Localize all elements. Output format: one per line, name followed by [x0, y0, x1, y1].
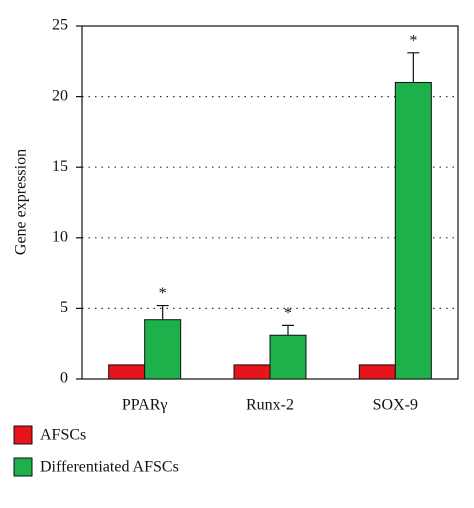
- bar: [269, 334, 307, 380]
- significance-mark: *: [159, 285, 167, 302]
- y-tick-label: 20: [52, 87, 68, 104]
- y-tick-label: 5: [60, 299, 68, 316]
- significance-mark: *: [409, 32, 417, 49]
- y-tick-label: 0: [60, 370, 68, 387]
- bar: [358, 364, 396, 380]
- bar: [108, 364, 146, 380]
- bar: [394, 81, 432, 380]
- legend-swatch: [13, 425, 33, 445]
- x-tick-label: Runx-2: [246, 397, 294, 414]
- x-tick-label: SOX-9: [373, 397, 418, 414]
- significance-mark: *: [284, 305, 292, 322]
- y-tick-label: 10: [52, 228, 68, 245]
- legend-label: AFSCs: [40, 427, 86, 444]
- legend-label: Differentiated AFSCs: [40, 459, 179, 476]
- y-tick-label: 25: [52, 17, 68, 34]
- y-axis-label: Gene expression: [13, 149, 30, 255]
- error-bar: [407, 52, 420, 83]
- y-tick-label: 15: [52, 158, 68, 175]
- error-bar: [282, 324, 294, 336]
- legend-swatch: [13, 457, 33, 477]
- bar: [233, 364, 271, 380]
- bar: [144, 319, 182, 380]
- error-bar: [156, 304, 169, 320]
- x-tick-label: PPARγ: [122, 397, 168, 414]
